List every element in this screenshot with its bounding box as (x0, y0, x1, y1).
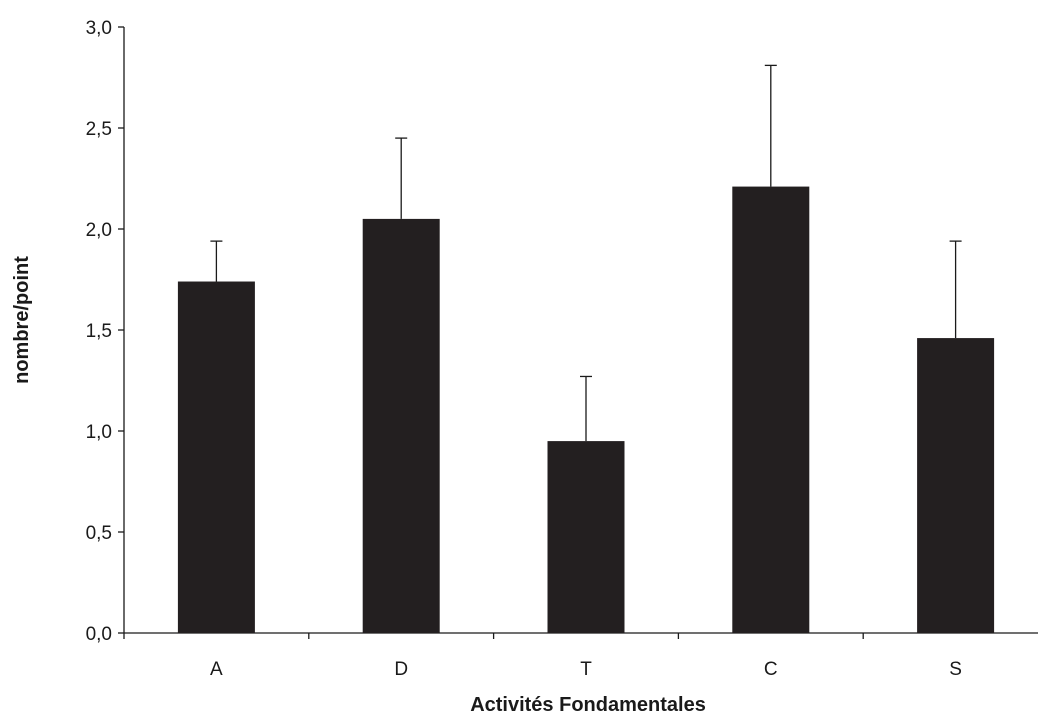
y-tick-label: 1,5 (86, 321, 112, 342)
bar-a (177, 281, 255, 633)
y-axis: 0,0 0,5 1,0 1,5 2,0 2,5 3,0 (86, 18, 125, 645)
y-tick-label: 0,5 (86, 523, 112, 544)
y-tick-label: 2,5 (86, 119, 112, 140)
error-bars (210, 64, 962, 442)
x-tick-label: A (210, 659, 223, 680)
bar-d (362, 218, 440, 633)
x-axis-title: Activités Fondamentales (470, 694, 706, 716)
bar-t (547, 441, 625, 633)
y-tick-label: 3,0 (86, 18, 112, 39)
bar-s (917, 338, 995, 633)
x-tick-label: D (394, 659, 408, 680)
x-tick-label: C (764, 659, 778, 680)
x-tick-label: T (580, 659, 592, 680)
y-tick-label: 1,0 (86, 422, 112, 443)
bars (177, 186, 995, 633)
x-tick-label: S (949, 659, 962, 680)
y-axis-title: nombre/point (11, 256, 33, 384)
y-tick-label: 2,0 (86, 220, 112, 241)
bar-c (732, 186, 810, 633)
y-tick-label: 0,0 (86, 624, 112, 645)
